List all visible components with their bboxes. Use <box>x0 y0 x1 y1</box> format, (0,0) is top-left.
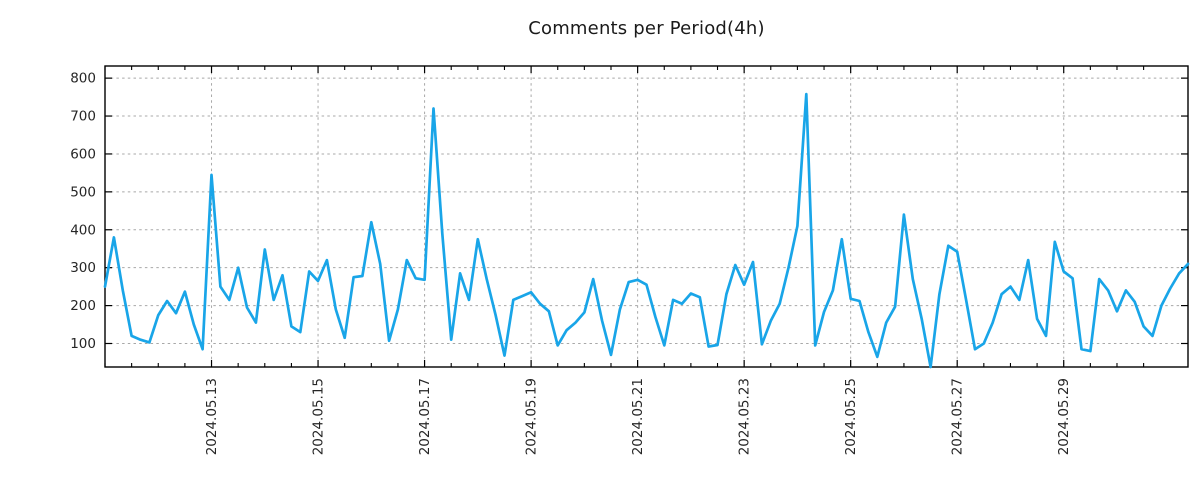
y-tick-label: 600 <box>70 146 96 162</box>
x-tick-label: 2024.05.23 <box>737 378 753 455</box>
x-tick-label: 2024.05.29 <box>1056 378 1072 455</box>
y-tick-label: 300 <box>70 260 96 276</box>
chart-title: Comments per Period(4h) <box>528 18 765 39</box>
x-tick-label: 2024.05.15 <box>311 378 327 455</box>
x-tick-label: 2024.05.25 <box>843 378 859 455</box>
y-tick-label: 700 <box>70 109 96 125</box>
y-tick-label: 500 <box>70 184 96 200</box>
x-tick-label: 2024.05.13 <box>204 378 220 455</box>
x-tick-label: 2024.05.17 <box>417 378 433 455</box>
data-line <box>103 92 1190 369</box>
y-tick-label: 400 <box>70 222 96 238</box>
x-tick-label: 2024.05.19 <box>524 378 540 455</box>
y-tick-label: 800 <box>70 71 96 87</box>
x-tick-label: 2024.05.21 <box>630 378 646 455</box>
plot-border <box>104 65 1189 368</box>
y-tick-label: 100 <box>70 336 96 352</box>
y-tick-label: 200 <box>70 298 96 314</box>
x-tick-label: 2024.05.27 <box>950 378 966 455</box>
